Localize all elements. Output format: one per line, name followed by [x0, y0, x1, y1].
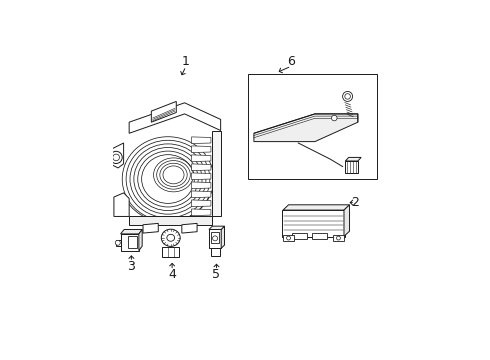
Polygon shape [129, 103, 220, 133]
Polygon shape [283, 205, 349, 210]
Polygon shape [121, 234, 139, 251]
Circle shape [343, 91, 353, 102]
Circle shape [113, 154, 120, 161]
Text: 3: 3 [127, 260, 135, 273]
Polygon shape [151, 102, 176, 122]
FancyBboxPatch shape [282, 210, 344, 237]
Text: 2: 2 [351, 196, 359, 209]
Polygon shape [221, 226, 224, 248]
Polygon shape [113, 143, 123, 168]
Polygon shape [192, 146, 211, 153]
Polygon shape [192, 173, 211, 180]
Polygon shape [211, 248, 220, 256]
Bar [248, 74, 377, 179]
Polygon shape [139, 229, 142, 251]
Text: 1: 1 [182, 55, 190, 68]
Polygon shape [192, 209, 211, 216]
Polygon shape [344, 205, 349, 237]
FancyBboxPatch shape [292, 233, 307, 239]
Polygon shape [116, 240, 121, 246]
Polygon shape [345, 157, 361, 161]
FancyBboxPatch shape [283, 235, 294, 241]
Text: 4: 4 [168, 268, 176, 281]
Polygon shape [192, 182, 211, 189]
Circle shape [213, 236, 218, 241]
Ellipse shape [161, 229, 180, 246]
FancyBboxPatch shape [211, 232, 219, 243]
Polygon shape [192, 200, 211, 207]
Polygon shape [182, 223, 197, 233]
Circle shape [115, 240, 120, 245]
Text: 5: 5 [213, 268, 220, 281]
Polygon shape [209, 226, 224, 229]
Circle shape [287, 236, 291, 240]
Polygon shape [254, 114, 358, 141]
Polygon shape [162, 247, 179, 257]
Polygon shape [192, 137, 211, 144]
FancyBboxPatch shape [333, 235, 343, 241]
Polygon shape [212, 131, 220, 216]
Polygon shape [192, 155, 211, 162]
Text: 6: 6 [287, 55, 295, 68]
Circle shape [332, 115, 337, 121]
Circle shape [345, 94, 350, 99]
Polygon shape [192, 191, 211, 198]
Polygon shape [121, 229, 142, 234]
Polygon shape [143, 223, 158, 233]
Circle shape [337, 236, 341, 240]
Circle shape [110, 151, 122, 163]
Polygon shape [192, 164, 211, 171]
Polygon shape [129, 216, 212, 225]
FancyBboxPatch shape [313, 233, 327, 239]
Polygon shape [345, 161, 358, 173]
Ellipse shape [167, 234, 174, 241]
Polygon shape [209, 229, 221, 248]
Polygon shape [114, 193, 129, 216]
FancyBboxPatch shape [128, 237, 137, 248]
